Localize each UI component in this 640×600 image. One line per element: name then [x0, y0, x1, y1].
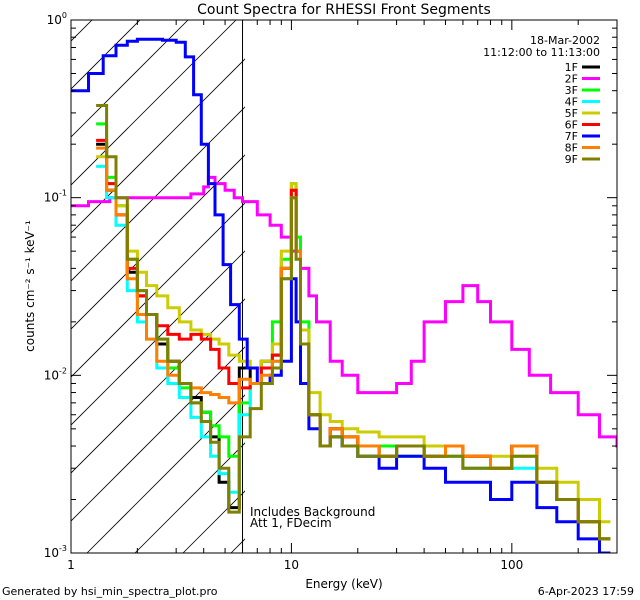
series-line-3F: [96, 122, 611, 541]
legend-label-9F: 9F: [565, 153, 578, 166]
y-tick-label: 10-1: [44, 189, 67, 205]
legend-label-1F: 1F: [565, 61, 578, 74]
attenuator-hatch-region: [71, 20, 245, 553]
hatch-line: [71, 202, 245, 378]
hatch-line: [71, 250, 245, 426]
date-label: 18-Mar-2002: [530, 34, 600, 47]
hatch-line: [71, 58, 245, 234]
legend-label-5F: 5F: [565, 107, 578, 120]
legend-label-8F: 8F: [565, 142, 578, 155]
chart-title: Count Spectra for RHESSI Front Segments: [197, 2, 491, 18]
hatch-line: [71, 298, 245, 474]
x-tick-label: 100: [500, 558, 523, 572]
hatch-line: [71, 20, 141, 90]
background-note: Includes Background: [250, 505, 375, 519]
legend-label-7F: 7F: [565, 130, 578, 143]
series-line-9F: [96, 104, 611, 541]
series-line-6F: [96, 138, 611, 541]
x-axis-label: Energy (keV): [305, 577, 382, 591]
legend-label-4F: 4F: [565, 96, 578, 109]
time-range-label: 11:12:00 to 11:13:00: [483, 46, 600, 59]
hatch-line: [71, 20, 237, 186]
legend-label-3F: 3F: [565, 84, 578, 97]
timestamp-footer: 6-Apr-2023 17:59: [538, 585, 634, 598]
x-tick-label: 10: [284, 558, 299, 572]
y-tick-label: 10-2: [44, 366, 67, 382]
hatch-line: [71, 20, 189, 138]
y-axis-label: counts cm⁻² s⁻¹ keV⁻¹: [23, 220, 37, 352]
series-line-2F: [71, 175, 617, 448]
hatch-line: [71, 106, 245, 282]
attenuator-note: Att 1, FDecim: [250, 516, 332, 530]
x-tick-label: 1: [67, 558, 75, 572]
y-tick-label: 100: [47, 11, 67, 27]
series-line-1F: [96, 142, 611, 541]
hatch-line: [86, 394, 245, 553]
y-tick-label: 10-3: [44, 544, 67, 560]
hatch-line: [71, 154, 245, 330]
hatch-line: [134, 442, 245, 553]
legend-label-2F: 2F: [565, 73, 578, 86]
hatch-line: [71, 20, 93, 42]
generator-footer: Generated by hsi_min_spectra_plot.pro: [2, 585, 218, 598]
series-line-8F: [96, 146, 611, 541]
legend-label-6F: 6F: [565, 119, 578, 132]
hatch-line: [71, 346, 245, 522]
plot-frame: [70, 19, 618, 554]
